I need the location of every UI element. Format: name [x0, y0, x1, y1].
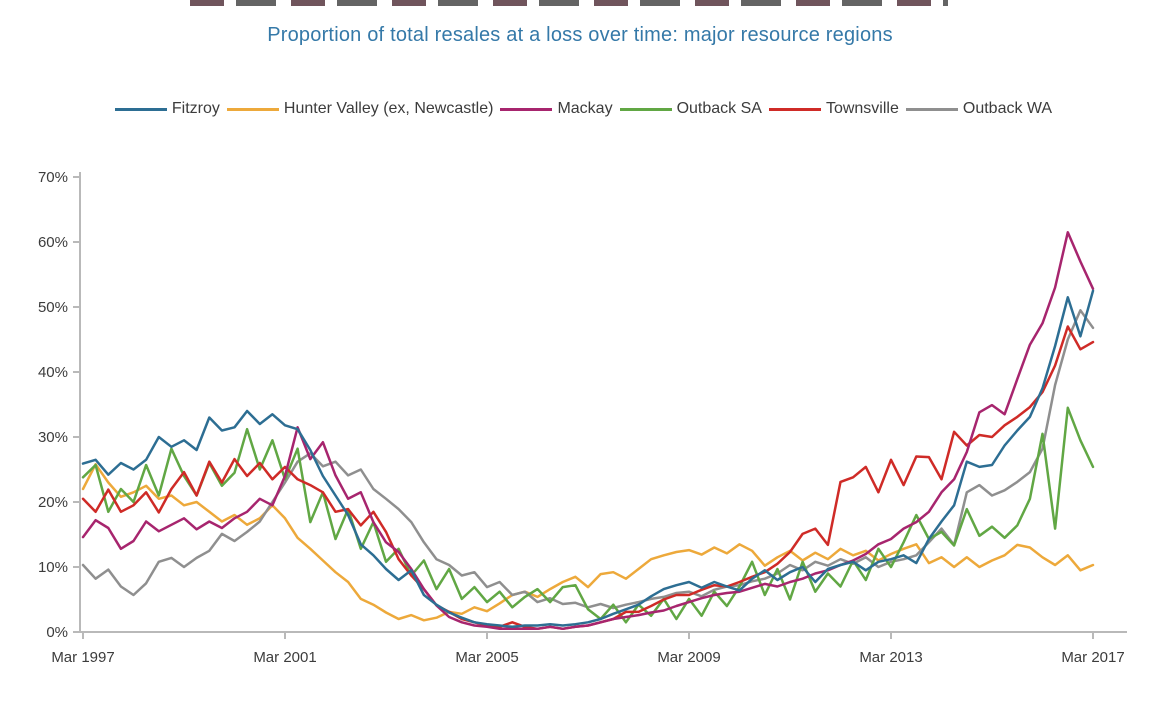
x-axis-tick-label: Mar 2005 — [455, 649, 518, 666]
legend-label: Outback SA — [676, 100, 762, 117]
y-axis-tick-label: 20% — [38, 494, 68, 511]
x-axis-tick-label: Mar 2009 — [657, 649, 720, 666]
y-axis-tick-label: 60% — [38, 234, 68, 251]
series-line-fitzroy — [81, 289, 1095, 629]
x-axis-tick-label: Mar 1997 — [51, 649, 114, 666]
legend-label: Townsville — [825, 100, 899, 117]
legend-item-outback-wa: Outback WA — [899, 100, 1052, 118]
y-axis-tick-label: 40% — [38, 364, 68, 381]
x-axis-tick-label: Mar 2017 — [1061, 649, 1124, 666]
legend-swatch-outback-wa — [905, 107, 958, 111]
series-line-mackay — [81, 231, 1095, 631]
legend-label: Fitzroy — [171, 100, 220, 117]
legend-label: Hunter Valley (ex, Newcastle) — [283, 100, 494, 117]
y-axis-tick-label: 70% — [38, 169, 68, 186]
legend-label: Outback WA — [962, 100, 1053, 117]
chart-legend: Fitzroy Hunter Valley (ex, Newcastle) Mack… — [0, 100, 1160, 118]
legend-item-fitzroy: Fitzroy — [108, 100, 220, 118]
y-axis-tick-label: 50% — [38, 299, 68, 316]
legend-item-outback-sa: Outback SA — [613, 100, 762, 118]
legend-label: Mackay — [557, 100, 613, 117]
series-line-outback-sa — [81, 406, 1095, 624]
legend-swatch-mackay — [500, 107, 553, 111]
legend-swatch-fitzroy — [114, 107, 167, 111]
series-line-hunter-valley-ex-newcastle — [81, 463, 1095, 622]
chart-title: Proportion of total resales at a loss ov… — [267, 24, 893, 46]
x-axis-tick-label: Mar 2001 — [253, 649, 316, 666]
series-line-townsville — [81, 325, 1095, 631]
legend-item-townsville: Townsville — [762, 100, 899, 118]
legend-swatch-townsville — [768, 107, 821, 111]
legend-swatch-hunter-valley-ex-newcastle — [226, 107, 279, 111]
legend-item-hunter-valley-ex-newcastle: Hunter Valley (ex, Newcastle) — [220, 100, 494, 118]
legend-swatch-outback-sa — [619, 107, 672, 111]
legend-item-mackay: Mackay — [493, 100, 613, 118]
y-axis-tick-label: 30% — [38, 429, 68, 446]
x-axis-tick-label: Mar 2013 — [859, 649, 922, 666]
cropped-text-fragment — [190, 0, 948, 6]
y-axis-tick-label: 10% — [38, 559, 68, 576]
y-axis-tick-label: 0% — [46, 624, 68, 641]
